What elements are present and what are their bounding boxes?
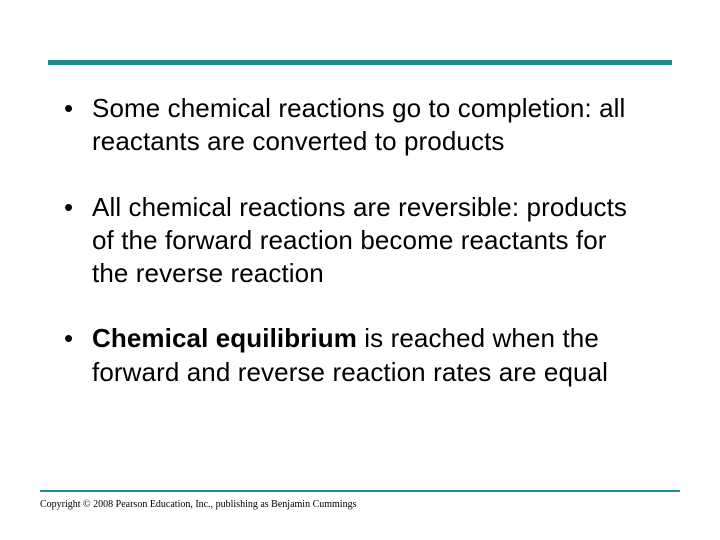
bullet-text-run: Some chemical reactions go to completion…: [92, 93, 625, 156]
bullet-list: •Some chemical reactions go to completio…: [64, 92, 650, 389]
bottom-horizontal-rule: [40, 490, 680, 492]
bullet-text-run: All chemical reactions are reversible: p…: [92, 192, 627, 289]
bullet-text: Some chemical reactions go to completion…: [92, 92, 650, 159]
bullet-item: •Chemical equilibrium is reached when th…: [64, 322, 650, 389]
bullet-text-bold-run: Chemical equilibrium: [92, 323, 357, 353]
slide: •Some chemical reactions go to completio…: [0, 0, 720, 540]
bullet-text: All chemical reactions are reversible: p…: [92, 191, 650, 291]
bullet-marker: •: [64, 191, 92, 224]
bullet-text: Chemical equilibrium is reached when the…: [92, 322, 650, 389]
copyright-text: Copyright © 2008 Pearson Education, Inc.…: [40, 499, 356, 510]
bullet-item: •Some chemical reactions go to completio…: [64, 92, 650, 159]
bullet-marker: •: [64, 92, 92, 125]
bullet-marker: •: [64, 322, 92, 355]
bullet-item: •All chemical reactions are reversible: …: [64, 191, 650, 291]
top-horizontal-rule: [48, 60, 672, 65]
